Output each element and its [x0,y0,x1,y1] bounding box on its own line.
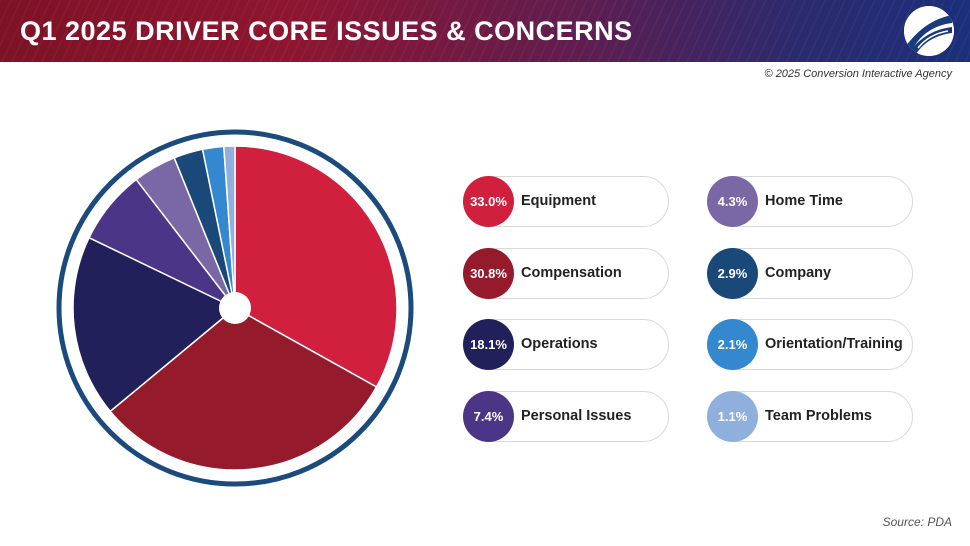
legend-label: Compensation [521,265,622,281]
road-logo-icon [904,6,954,56]
legend-item-orientation-training: 2.1% Orientation/Training [707,319,913,370]
legend-label: Personal Issues [521,408,632,424]
legend-badge: 2.9% [707,248,758,299]
pie-chart [56,129,414,487]
legend-item-team-problems: 1.1% Team Problems [707,391,913,442]
legend-badge: 18.1% [463,319,514,370]
legend-label: Team Problems [765,408,872,424]
legend-label: Home Time [765,193,843,209]
pie-center-hole [219,292,251,324]
brand-logo [904,6,954,56]
legend-badge: 1.1% [707,391,758,442]
legend-label: Equipment [521,193,596,209]
legend-label: Orientation/Training [765,336,903,352]
pie-slice-team-problems [222,145,236,309]
source-note: Source: PDA [882,515,952,529]
pie-svg [56,129,414,487]
legend-item-equipment: 33.0% Equipment [463,176,669,227]
pie-slice-operations [72,236,237,413]
legend-badge: 4.3% [707,176,758,227]
legend-item-personal-issues: 7.4% Personal Issues [463,391,669,442]
legend-badge: 30.8% [463,248,514,299]
copyright-notice: © 2025 Conversion Interactive Agency [764,68,952,80]
legend-badge: 2.1% [707,319,758,370]
legend-item-compensation: 30.8% Compensation [463,248,669,299]
legend-item-home-time: 4.3% Home Time [707,176,913,227]
legend-badge: 7.4% [463,391,514,442]
legend-label: Company [765,265,832,281]
legend-item-operations: 18.1% Operations [463,319,669,370]
legend-badge: 33.0% [463,176,514,227]
pie-slice-equipment [234,145,398,388]
page-title: Q1 2025 DRIVER CORE ISSUES & CONCERNS [20,16,633,46]
pie-slice-compensation [109,307,378,471]
header-banner: Q1 2025 DRIVER CORE ISSUES & CONCERNS [0,0,970,62]
legend-item-company: 2.9% Company [707,248,913,299]
legend-label: Operations [521,336,598,352]
